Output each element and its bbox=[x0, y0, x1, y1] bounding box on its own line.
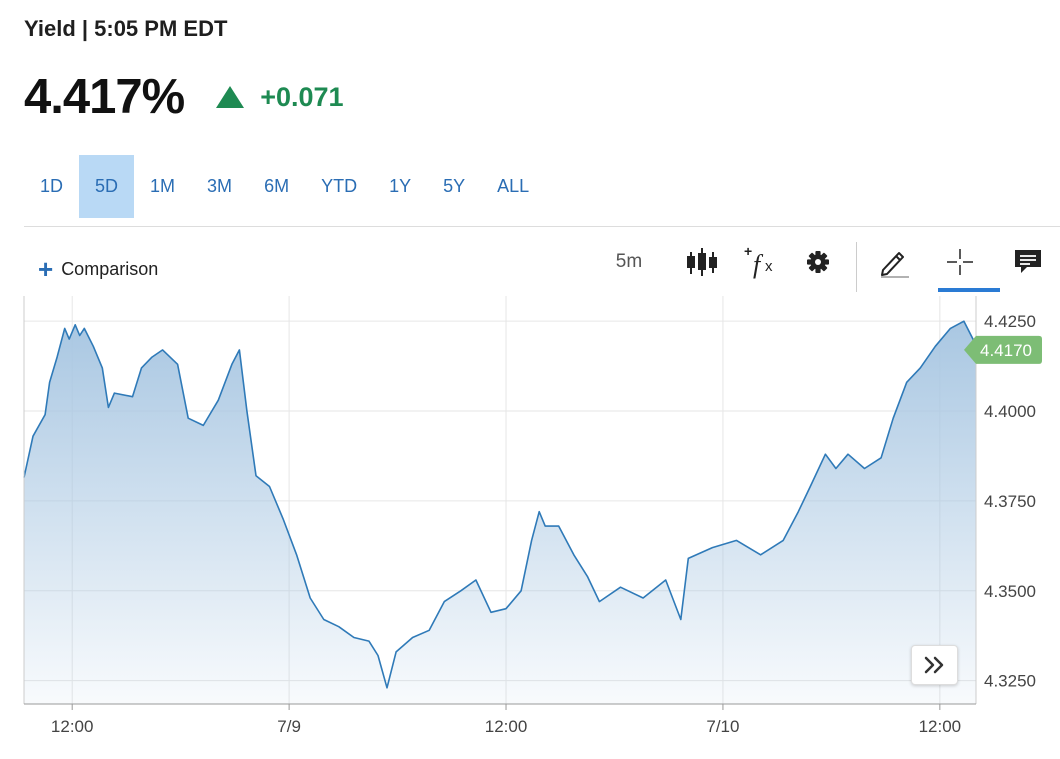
plus-icon: + bbox=[38, 254, 54, 284]
x-tick-label: 7/10 bbox=[706, 717, 739, 736]
divider bbox=[24, 226, 1060, 227]
y-tick-label: 4.3500 bbox=[984, 582, 1036, 601]
interval-selector[interactable]: 5m bbox=[615, 251, 643, 272]
range-tab-ytd[interactable]: YTD bbox=[321, 176, 358, 196]
y-tick-label: 4.4250 bbox=[984, 312, 1036, 331]
x-tick-label: 12:00 bbox=[485, 717, 528, 736]
crosshair-button[interactable] bbox=[942, 244, 978, 280]
comment-icon bbox=[1015, 250, 1041, 273]
last-value-text: 4.4170 bbox=[980, 341, 1032, 360]
chart-header-title: Yield | 5:05 PM EDT bbox=[24, 16, 228, 41]
quote-row: 4.417% +0.071 bbox=[24, 66, 344, 128]
candlestick-icon bbox=[687, 248, 717, 276]
series-area bbox=[24, 321, 976, 704]
yield-value: 4.417% bbox=[24, 70, 185, 124]
gear-icon bbox=[807, 251, 829, 273]
y-tick-label: 4.4000 bbox=[984, 402, 1036, 421]
svg-text:f: f bbox=[753, 250, 764, 279]
range-tab-3m[interactable]: 3M bbox=[207, 176, 233, 196]
range-tab-1y[interactable]: 1Y bbox=[389, 176, 412, 196]
svg-text:x: x bbox=[765, 258, 773, 275]
function-icon: + f x bbox=[744, 244, 773, 279]
crosshair-icon bbox=[947, 249, 973, 275]
series-line bbox=[23, 320, 977, 689]
yield-change: +0.071 bbox=[260, 81, 344, 112]
range-tab-6m[interactable]: 6M bbox=[264, 176, 290, 196]
toolbar-separator bbox=[856, 242, 857, 292]
time-range-tabs: 1D 5D 1M 3M 6M YTD 1Y 5Y ALL bbox=[24, 155, 545, 218]
x-tick-label: 7/9 bbox=[277, 717, 301, 736]
range-tab-1m[interactable]: 1M bbox=[150, 176, 176, 196]
scroll-to-latest-button[interactable] bbox=[911, 645, 958, 685]
active-tool-indicator bbox=[938, 288, 1000, 292]
indicators-button[interactable]: + f x bbox=[742, 244, 778, 280]
settings-button[interactable] bbox=[800, 244, 836, 280]
last-value-badge bbox=[964, 335, 1042, 364]
draw-button[interactable] bbox=[876, 244, 912, 280]
range-tab-5d[interactable]: 5D bbox=[79, 155, 135, 218]
last-value-label: 4.4170 bbox=[964, 335, 1042, 364]
yield-chart: 4.3250 4.3500 4.3750 4.4000 4.4250 12:00 7/9 12… bbox=[23, 296, 1042, 736]
x-tick-label: 12:00 bbox=[919, 717, 962, 736]
y-tick-label: 4.3750 bbox=[984, 492, 1036, 511]
comparison-label: Comparison bbox=[61, 258, 159, 279]
range-tab-1d[interactable]: 1D bbox=[40, 176, 64, 196]
double-chevron-right-icon bbox=[924, 656, 943, 674]
range-tab-all[interactable]: ALL bbox=[497, 176, 530, 196]
range-tab-5y[interactable]: 5Y bbox=[443, 176, 466, 196]
comment-button[interactable] bbox=[1010, 244, 1046, 280]
y-tick-label: 4.3250 bbox=[984, 672, 1036, 691]
svg-text:+: + bbox=[744, 244, 752, 259]
comparison-button[interactable]: + Comparison bbox=[38, 252, 158, 286]
x-tick-label: 12:00 bbox=[51, 717, 94, 736]
chart-type-button[interactable] bbox=[684, 244, 720, 280]
pencil-icon bbox=[881, 252, 909, 278]
triangle-up-icon bbox=[216, 86, 245, 108]
